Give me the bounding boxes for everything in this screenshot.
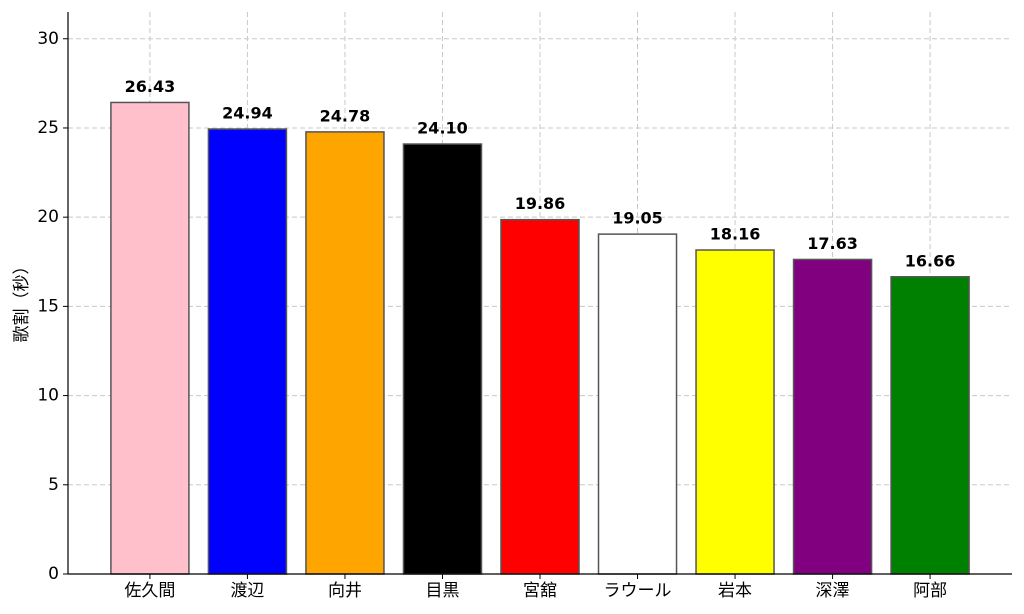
y-tick-label: 30 [37,29,59,49]
bar [402,143,483,575]
y-tick-label: 20 [37,207,59,227]
x-tick-label: 目黒 [425,581,459,601]
y-tick-label: 5 [48,475,59,495]
bar [695,249,775,575]
y-tick-label: 15 [37,296,59,316]
bar [500,218,580,575]
value-label: 24.78 [320,106,371,125]
x-tick-label: 向井 [328,581,362,601]
value-label: 17.63 [807,234,858,253]
x-tick-label: 渡辺 [230,581,264,601]
x-tick-label: ラウール [604,581,672,601]
bar [792,258,873,575]
x-tick-label: 岩本 [718,581,752,601]
y-tick-label: 10 [37,386,59,406]
y-tick-label: 0 [48,564,59,584]
bar [207,128,288,575]
x-tick-label: 深澤 [816,581,850,601]
y-axis-label: 歌割（秒） [12,258,32,343]
value-label: 24.10 [417,119,468,138]
bar [597,233,678,575]
value-label: 26.43 [125,77,176,96]
x-tick-label: 佐久間 [124,581,175,601]
x-tick-label: 宮舘 [523,580,557,601]
bar [110,101,190,575]
bar [305,131,385,575]
value-label: 18.16 [710,225,761,244]
bar [890,276,970,575]
value-label: 19.05 [612,209,663,228]
value-label: 24.94 [222,104,273,123]
y-tick-label: 25 [37,118,59,138]
value-label: 16.66 [905,251,956,270]
x-tick-label: 阿部 [913,581,947,601]
value-label: 19.86 [515,194,566,213]
